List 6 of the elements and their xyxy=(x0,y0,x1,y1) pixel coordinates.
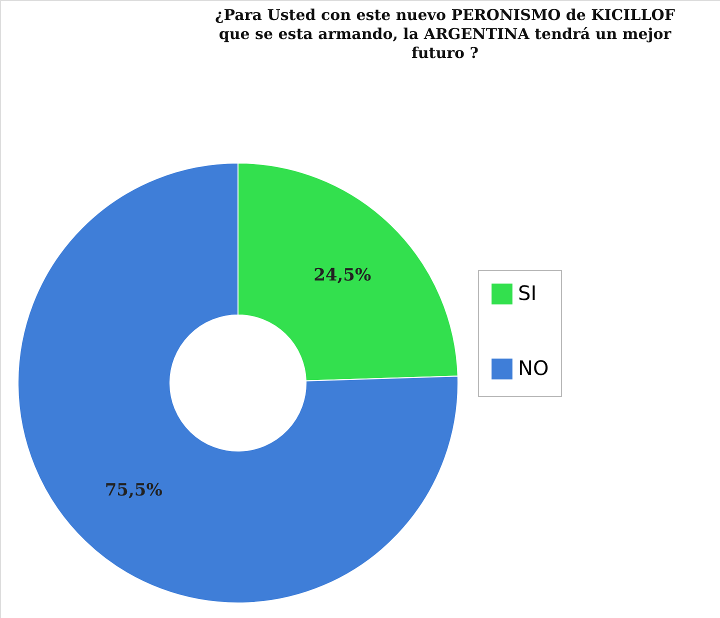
legend-label: NO xyxy=(518,356,549,380)
chart-title: ¿Para Usted con este nuevo PERONISMO de KICILLOF que se esta armando, la ARGENTINA tendrá un mejor futuro ? xyxy=(215,6,676,62)
data-label: 75,5% xyxy=(104,480,162,501)
donut-slice xyxy=(18,162,458,604)
legend-label: SI xyxy=(518,281,537,305)
data-label: 24,5% xyxy=(314,265,372,286)
